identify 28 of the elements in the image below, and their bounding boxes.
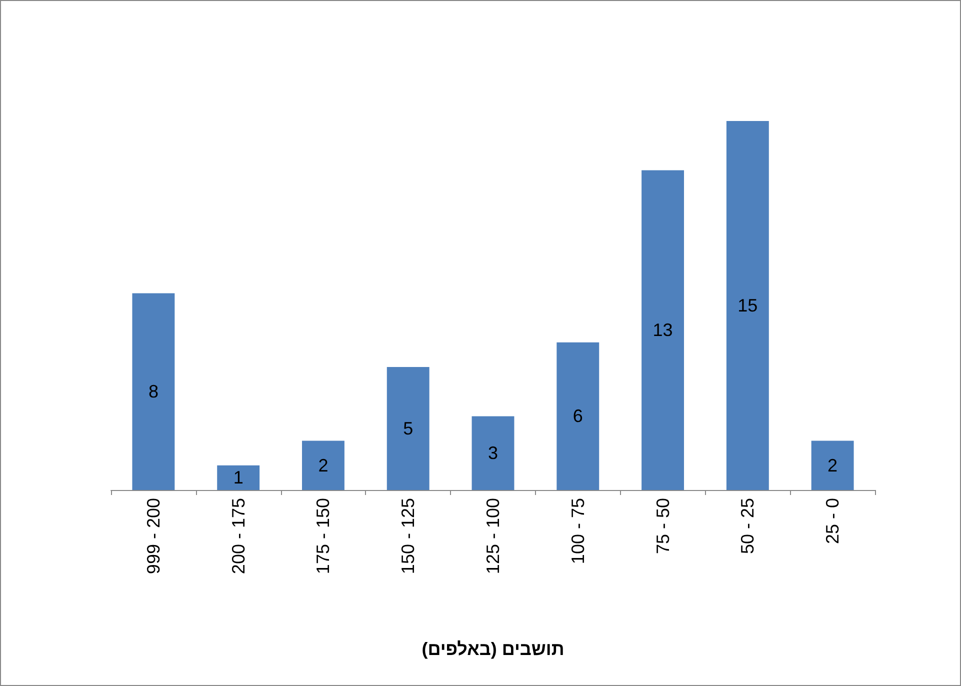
data-label: 1 (233, 468, 244, 488)
data-label: 6 (572, 406, 583, 426)
bar (302, 440, 344, 490)
bar (386, 367, 430, 490)
x-tick-label: 125 - 100 (483, 498, 503, 574)
data-label: 3 (488, 443, 498, 464)
bar (217, 465, 260, 490)
x-axis-title: תושבים (באלפים) (422, 639, 564, 659)
data-label: 5 (403, 418, 414, 438)
x-tick-label: 75 - 50 (652, 498, 673, 554)
x-tick-label: 25 - 0 (822, 498, 843, 544)
x-tick-label: 999 - 200 (143, 498, 164, 574)
bar (132, 293, 175, 490)
x-tick-label: 150 - 125 (398, 498, 418, 574)
x-tick-label: 50 - 25 (738, 498, 758, 554)
bar (811, 440, 854, 490)
data-label: 13 (652, 320, 673, 340)
bar (556, 342, 600, 490)
bar (642, 170, 684, 490)
data-label: 2 (828, 455, 838, 476)
bar (472, 416, 514, 490)
x-tick-label: 175 - 150 (313, 498, 334, 574)
data-label: 8 (148, 382, 158, 402)
x-tick-label: 100 - 75 (568, 498, 588, 564)
data-label: 2 (318, 455, 328, 476)
data-label: 15 (738, 296, 758, 316)
bar (726, 121, 769, 490)
x-tick-label: 200 - 175 (228, 498, 248, 574)
